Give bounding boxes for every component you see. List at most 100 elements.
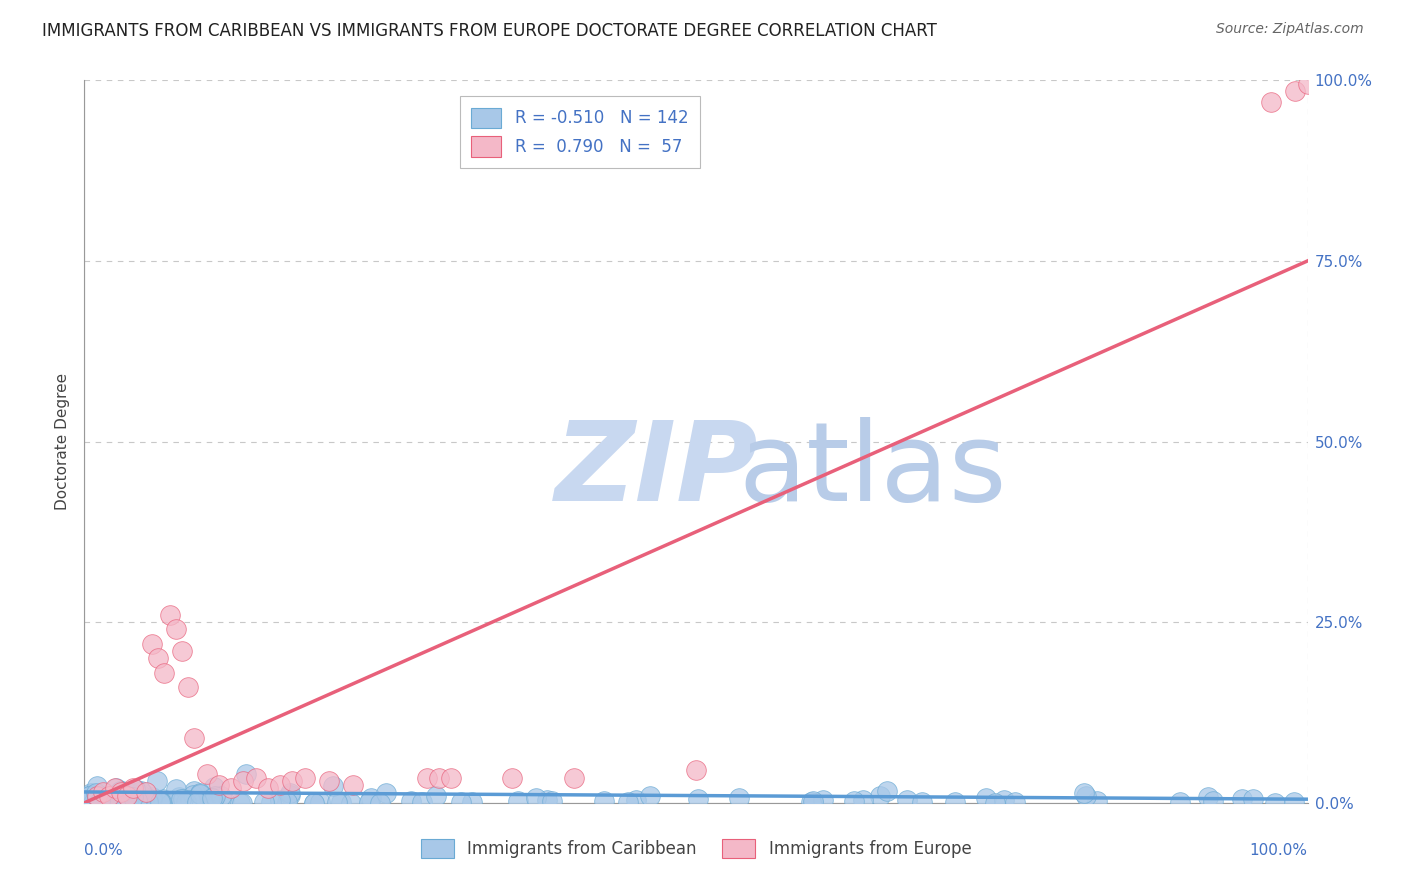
Point bbox=[685, 764, 707, 778]
Point bbox=[176, 795, 198, 809]
Point bbox=[86, 789, 108, 803]
Point bbox=[104, 781, 127, 796]
Point bbox=[278, 789, 301, 803]
Point bbox=[416, 771, 439, 785]
Point bbox=[339, 796, 361, 810]
Point bbox=[506, 794, 529, 808]
Point bbox=[149, 795, 172, 809]
Point bbox=[128, 794, 150, 808]
Point bbox=[450, 795, 472, 809]
Point bbox=[104, 794, 127, 808]
Point bbox=[122, 781, 145, 796]
Point bbox=[89, 794, 111, 808]
Point bbox=[1241, 792, 1264, 806]
Point bbox=[159, 607, 181, 622]
Point bbox=[1074, 789, 1097, 804]
Point bbox=[152, 792, 174, 806]
Point bbox=[1004, 795, 1026, 809]
Point bbox=[440, 771, 463, 785]
Legend: Immigrants from Caribbean, Immigrants from Europe: Immigrants from Caribbean, Immigrants fr… bbox=[412, 830, 980, 867]
Point bbox=[76, 792, 98, 806]
Point bbox=[112, 784, 135, 798]
Point bbox=[188, 786, 211, 800]
Point bbox=[803, 794, 825, 808]
Point bbox=[188, 787, 211, 801]
Point bbox=[153, 665, 176, 680]
Point bbox=[209, 789, 232, 804]
Point bbox=[181, 789, 204, 803]
Point bbox=[342, 778, 364, 792]
Point bbox=[638, 789, 661, 804]
Point bbox=[1296, 77, 1319, 91]
Point bbox=[112, 795, 135, 809]
Point bbox=[146, 651, 169, 665]
Y-axis label: Doctorate Degree: Doctorate Degree bbox=[55, 373, 70, 510]
Point bbox=[195, 767, 218, 781]
Point bbox=[374, 786, 396, 800]
Point bbox=[111, 783, 134, 797]
Point bbox=[167, 789, 190, 804]
Point bbox=[202, 792, 225, 806]
Point bbox=[125, 795, 148, 809]
Point bbox=[302, 796, 325, 810]
Point bbox=[974, 790, 997, 805]
Point bbox=[121, 789, 143, 804]
Point bbox=[105, 787, 128, 801]
Point bbox=[120, 791, 142, 805]
Point bbox=[536, 793, 558, 807]
Point bbox=[799, 795, 821, 809]
Point bbox=[399, 794, 422, 808]
Point bbox=[235, 767, 257, 781]
Point bbox=[269, 793, 291, 807]
Point bbox=[411, 795, 433, 809]
Point bbox=[427, 771, 450, 785]
Point bbox=[86, 790, 108, 805]
Point bbox=[172, 644, 194, 658]
Point bbox=[82, 796, 104, 810]
Point bbox=[110, 785, 132, 799]
Point bbox=[1284, 84, 1306, 98]
Point bbox=[169, 791, 191, 805]
Point bbox=[120, 786, 142, 800]
Point bbox=[73, 796, 96, 810]
Point bbox=[1230, 791, 1253, 805]
Point bbox=[308, 795, 330, 809]
Point bbox=[541, 794, 564, 808]
Point bbox=[165, 623, 187, 637]
Point bbox=[1073, 786, 1095, 800]
Point bbox=[135, 785, 157, 799]
Point bbox=[131, 784, 153, 798]
Point bbox=[139, 792, 162, 806]
Point bbox=[212, 793, 235, 807]
Point bbox=[107, 796, 129, 810]
Point bbox=[170, 796, 193, 810]
Point bbox=[260, 795, 283, 809]
Point bbox=[97, 789, 120, 803]
Point bbox=[136, 794, 159, 808]
Point bbox=[461, 795, 484, 809]
Point bbox=[121, 795, 143, 809]
Point bbox=[370, 796, 392, 810]
Point bbox=[129, 787, 152, 801]
Point bbox=[357, 796, 380, 810]
Point bbox=[110, 784, 132, 798]
Point bbox=[294, 771, 316, 785]
Point bbox=[811, 793, 834, 807]
Point bbox=[1282, 795, 1305, 809]
Point bbox=[131, 790, 153, 805]
Point bbox=[322, 780, 344, 794]
Point bbox=[425, 789, 447, 804]
Point bbox=[524, 790, 547, 805]
Point bbox=[1168, 795, 1191, 809]
Point bbox=[278, 786, 301, 800]
Point bbox=[183, 731, 205, 745]
Point bbox=[727, 791, 749, 805]
Point bbox=[127, 795, 149, 809]
Point bbox=[80, 789, 103, 803]
Point bbox=[183, 783, 205, 797]
Point bbox=[245, 771, 267, 785]
Point bbox=[93, 794, 115, 808]
Point bbox=[136, 796, 159, 810]
Point bbox=[1197, 790, 1219, 805]
Point bbox=[318, 774, 340, 789]
